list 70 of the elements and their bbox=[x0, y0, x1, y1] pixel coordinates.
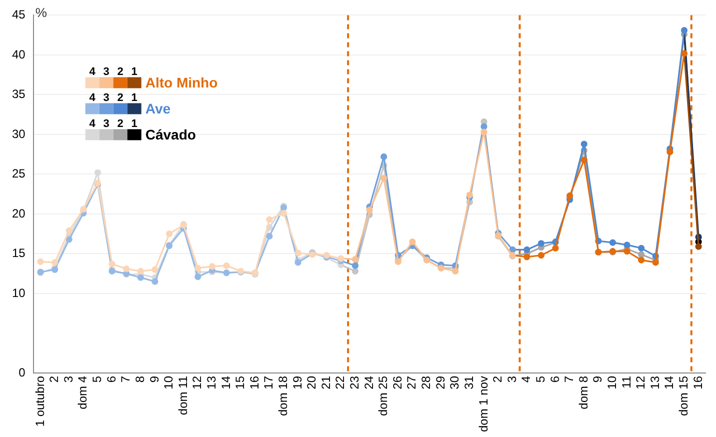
x-tick-label: 23 bbox=[348, 376, 362, 390]
x-tick-label: 30 bbox=[448, 376, 462, 390]
x-tick-label: 24 bbox=[362, 376, 376, 390]
y-tick-label: 35 bbox=[12, 87, 26, 102]
x-tick-label: 31 bbox=[462, 376, 476, 390]
x-tick-label: 12 bbox=[634, 376, 648, 390]
x-tick-label: 13 bbox=[204, 376, 218, 390]
x-tick-label: 12 bbox=[190, 376, 204, 390]
x-tick-label: 21 bbox=[318, 376, 333, 390]
legend-label: Cávado bbox=[145, 126, 196, 143]
y-tick-label: 30 bbox=[12, 126, 26, 141]
x-tick-label: 16 bbox=[690, 376, 705, 390]
y-tick-label: 25 bbox=[12, 166, 26, 181]
x-tick-label: 7 bbox=[562, 376, 576, 383]
x-tick-label: 29 bbox=[433, 376, 448, 390]
annotation: 2 bbox=[117, 66, 124, 78]
x-tick-label: 9 bbox=[590, 376, 605, 383]
x-tick-label: dom 4 bbox=[76, 376, 90, 410]
x-tick-label: 11 bbox=[619, 376, 634, 388]
x-tick-label: 26 bbox=[390, 376, 404, 390]
x-tick-label: 2 bbox=[490, 376, 505, 383]
x-tick-label: dom 8 bbox=[576, 376, 590, 410]
category-label: 4 bbox=[89, 118, 96, 130]
x-tick-label: 2 bbox=[47, 376, 62, 383]
x-tick-label: 6 bbox=[548, 376, 562, 383]
x-tick-label: 5 bbox=[533, 376, 548, 383]
x-tick-label: 9 bbox=[147, 376, 162, 383]
x-tick-label: 3 bbox=[61, 376, 76, 383]
x-tick-label: 4 bbox=[519, 376, 534, 383]
x-tick-label: dom 25 bbox=[376, 376, 390, 416]
y-tick-label: 10 bbox=[12, 286, 26, 300]
x-tick-label: 16 bbox=[247, 376, 262, 390]
x-tick-label: 22 bbox=[333, 376, 348, 390]
x-tick-label: 28 bbox=[419, 376, 434, 390]
x-tick-label: 14 bbox=[662, 376, 676, 390]
annotation: 1 bbox=[131, 66, 138, 78]
text: 1 bbox=[131, 92, 138, 104]
x-tick-label: 10 bbox=[605, 376, 620, 390]
text: 2 bbox=[117, 92, 124, 104]
x-tick-label: 3 bbox=[504, 376, 519, 383]
annotation: 3 bbox=[103, 66, 110, 78]
y-axis-title: % bbox=[35, 4, 48, 20]
category-label: 3 bbox=[103, 118, 110, 130]
legend-label: Ave bbox=[145, 100, 171, 117]
x-tick-label: dom 18 bbox=[276, 376, 290, 416]
x-tick-label: 1 outubro bbox=[32, 376, 47, 427]
x-tick-label: dom 11 bbox=[176, 376, 190, 416]
y-tick-label: 40 bbox=[12, 47, 26, 62]
x-tick-label: 10 bbox=[162, 376, 176, 390]
x-tick-label: 19 bbox=[290, 376, 304, 390]
y-tick-label: 15 bbox=[12, 246, 26, 260]
y-tick-label: 20 bbox=[12, 206, 26, 220]
x-tick-label: 15 bbox=[233, 376, 248, 390]
y-tick-label: 45 bbox=[12, 8, 26, 22]
x-tick-label: 7 bbox=[118, 376, 133, 383]
annotation: 4 bbox=[89, 66, 96, 78]
text: 3 bbox=[103, 92, 110, 104]
y-tick-label: 0 bbox=[18, 365, 26, 380]
x-tick-label: dom 15 bbox=[676, 376, 691, 416]
x-tick-label: 27 bbox=[404, 376, 419, 390]
x-tick-label: 6 bbox=[104, 376, 118, 383]
x-tick-label: 14 bbox=[218, 376, 233, 390]
x-tick-label: 20 bbox=[304, 376, 319, 390]
x-tick-label: 5 bbox=[90, 376, 104, 383]
x-tick-label: 8 bbox=[132, 376, 147, 383]
x-tick-label: 17 bbox=[262, 376, 276, 390]
legend-label: Alto Minho bbox=[145, 74, 218, 91]
x-tick-label: dom 1 nov bbox=[476, 376, 490, 432]
x-tick-label: 13 bbox=[648, 376, 662, 390]
category-label: 4 bbox=[89, 92, 96, 104]
